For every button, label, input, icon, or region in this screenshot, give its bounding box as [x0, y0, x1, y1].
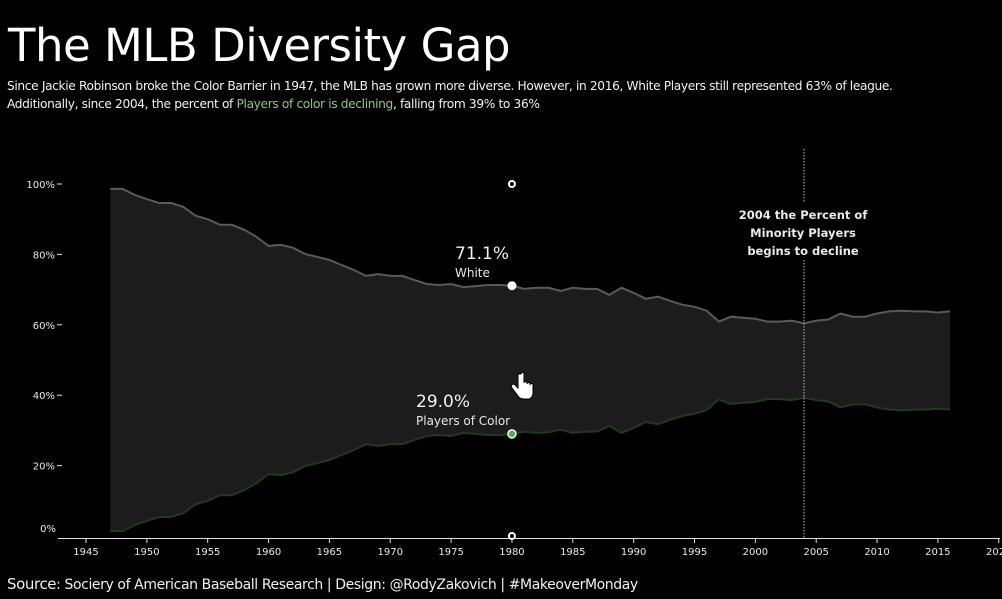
x-tick-label: 1955 — [195, 547, 220, 558]
white-series-line — [110, 187, 951, 325]
x-tick-label: 1960 — [256, 547, 281, 558]
x-tick-label: 2015 — [925, 547, 950, 558]
labels: 71.1% White 29.0% Players of Color 2004 … — [416, 208, 868, 428]
x-tick-label: 2010 — [864, 547, 889, 558]
footer: Source: Sociery of American Baseball Res… — [7, 575, 638, 593]
subtitle-line-1: Since Jackie Robinson broke the Color Ba… — [7, 79, 893, 93]
x-tick-label: 1985 — [560, 547, 585, 558]
subtitle-line-2-post: , falling from 39% to 36% — [392, 97, 540, 111]
reference-line-layer — [738, 149, 869, 538]
axes: 1945 1950 1955 1960 1965 1970 1975 1980 1985 1990… — [26, 180, 1002, 558]
x-tick-label: 1990 — [621, 547, 646, 558]
y-tick-label: 40% — [33, 391, 55, 402]
source-label: Source — [7, 575, 57, 593]
color-series-line — [110, 396, 951, 533]
x-tick-label: 1950 — [134, 547, 159, 558]
annotation-line-2: Minority Players — [750, 226, 856, 240]
x-tick-label: 1995 — [682, 547, 707, 558]
x-tick-label: 2005 — [803, 547, 828, 558]
color-highlight-marker[interactable] — [507, 429, 517, 439]
y-tick-label: 20% — [33, 462, 55, 473]
color-value-label: 29.0% — [416, 392, 470, 412]
markers — [507, 180, 517, 540]
hand-cursor-icon — [510, 372, 534, 400]
y-tick-label: 100% — [26, 180, 55, 191]
min-marker-bottom[interactable] — [507, 532, 516, 540]
annotation-background — [738, 203, 869, 259]
x-tick-label: 1975 — [438, 547, 463, 558]
subtitle-line-2: Additionally, since 2004, the percent of… — [7, 95, 893, 113]
y-tick-label: 60% — [33, 321, 55, 332]
x-tick-label: 2000 — [743, 547, 768, 558]
white-value-label: 71.1% — [455, 244, 509, 264]
x-tick-label: 1980 — [499, 547, 524, 558]
x-tick-label: 1970 — [378, 547, 403, 558]
white-highlight-marker[interactable] — [507, 281, 517, 291]
subtitle-line-2-pre: Additionally, since 2004, the percent of — [7, 97, 237, 111]
band-layer — [110, 187, 951, 533]
y-tick-label: 0% — [40, 524, 56, 535]
source-text: : Sociery of American Baseball Research … — [56, 577, 638, 593]
gap-band-area — [110, 188, 951, 532]
max-marker-top[interactable] — [507, 180, 516, 188]
x-tick-label: 1965 — [317, 547, 342, 558]
white-series-label: White — [455, 266, 490, 280]
subtitle-highlight: Players of color is declining — [236, 97, 394, 111]
annotation-line-3: begins to decline — [747, 244, 859, 258]
y-tick-label: 80% — [33, 250, 55, 261]
page-title: The MLB Diversity Gap — [8, 19, 511, 72]
x-tick-label: 1945 — [73, 547, 98, 558]
subtitle: Since Jackie Robinson broke the Color Ba… — [7, 77, 893, 113]
color-series-label: Players of Color — [416, 414, 510, 428]
annotation-line-1: 2004 the Percent of — [739, 208, 869, 222]
